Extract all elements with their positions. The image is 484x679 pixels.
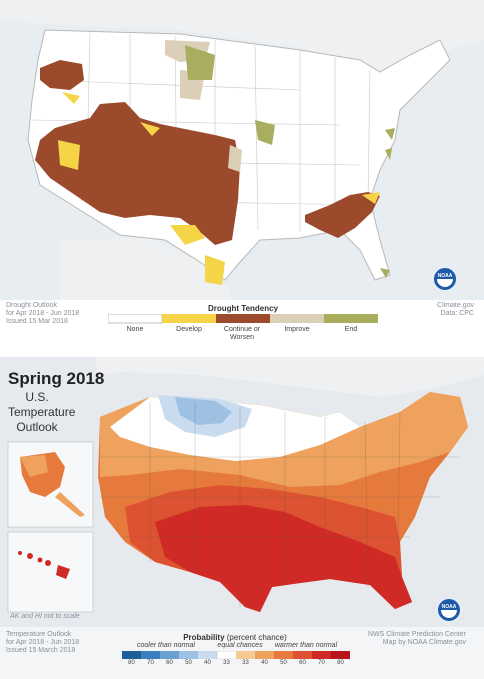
legend-swatch-end [324,314,378,323]
caption-line: for Apr 2018 - Jun 2018 [6,639,80,646]
drought-develop-texas [170,225,205,245]
probability-tick-label: 33 [242,660,249,666]
temperature-outlook-panel: Spring 2018 U.S. Temperature Outlook AK … [0,357,484,679]
probability-tick-label: 33 [223,660,230,666]
hawaii-islands [18,551,70,579]
spring-title: Spring 2018 [8,369,105,388]
drought-develop-california [58,140,80,170]
probability-swatch [198,651,218,659]
probability-swatch [331,651,350,659]
probability-swatch [179,651,199,659]
legend-equal-label: equal chances [217,642,263,649]
drought-end-mid-atlantic [385,128,395,140]
legend-label-improve: Improve [284,326,310,333]
drought-persist-oregon [40,60,84,90]
probability-legend-ticks: 80 70 60 50 40 33 33 40 50 60 70 80 [122,660,350,670]
probability-subtitle: (percent chance) [226,633,287,642]
probability-legend-bar [122,651,350,659]
legend-swatch-improve [270,314,324,323]
legend-cooler-label: cooler than normal [137,642,195,649]
subtitle-line: Temperature [8,405,76,419]
credit-line: Climate.gov [437,302,474,309]
legend-swatch-continue [216,314,270,323]
probability-swatch [141,651,161,659]
credit-line: Data: CPC [440,310,474,317]
caption-line: Issued 15 March 2018 [6,647,76,654]
legend-label-continue: Continue or Worsen [223,326,261,341]
probability-tick-label: 80 [337,660,344,666]
hawaii-inset [7,531,94,613]
drought-persist-southeast [305,192,380,238]
drought-develop-carolina [362,192,380,204]
caption-line: Temperature Outlook [6,631,72,638]
drought-develop-south-texas [205,255,225,285]
alaska-panhandle [55,492,85,517]
state-borders [100,402,460,607]
drought-end-florida [380,268,390,278]
drought-outlook-panel: NOAA Drought Outlook for Apr 2018 - Jun … [0,0,484,341]
drought-end-dakotas [185,45,215,80]
legend-swatch-none [108,314,163,324]
probability-tick-label: 70 [318,660,325,666]
drought-develop-nevada [62,92,80,104]
probability-tick-label: 50 [185,660,192,666]
temperature-caption: Temperature Outlook for Apr 2018 - Jun 2… [6,631,79,655]
probability-tick-label: 70 [147,660,154,666]
probability-tick-label: 50 [280,660,287,666]
probability-tick-label: 40 [204,660,211,666]
probability-swatch [122,651,142,659]
alaska-north [20,455,48,477]
caption-line: for Apr 2018 - Jun 2018 [6,310,80,317]
drought-legend-bar [108,314,378,324]
subtitle-line: Outlook [16,420,58,434]
probability-swatch [160,651,180,659]
drought-legend-title: Drought Tendency [207,304,279,313]
probability-tick-label: 60 [299,660,306,666]
probability-swatch [274,651,294,659]
credit-line: NWS Climate Prediction Center [367,631,466,638]
legend-warmer-label: warmer than normal [274,642,338,649]
probability-tick-label: 60 [166,660,173,666]
probability-swatch [312,651,332,659]
drought-map [0,0,484,300]
legend-swatch-develop [162,314,216,323]
inset-scale-note: AK and HI not to scale [10,613,80,620]
subtitle-line: U.S. [25,390,49,404]
temperature-credit: NWS Climate Prediction Center Map by NOA… [336,631,466,647]
mexico-landmass [60,238,230,300]
canada-landmass [0,0,484,70]
legend-label-end: End [344,326,358,333]
drought-develop-utah [140,122,160,136]
credit-line: Map by NOAA Climate.gov [382,639,466,646]
caption-line: Issued 15 Mar 2018 [6,318,68,325]
probability-tick-label: 40 [261,660,268,666]
drought-improve-kansas [228,145,242,172]
caption-line: Drought Outlook [6,302,57,309]
probability-tick-label: 80 [128,660,135,666]
drought-end-virginia [385,148,392,160]
noaa-logo: NOAA [436,597,462,623]
drought-caption: Drought Outlook for Apr 2018 - Jun 2018 … [6,302,79,326]
drought-persist-southwest [35,102,240,245]
probability-swatch [255,651,275,659]
legend-label-develop: Develop [176,326,202,333]
probability-swatch [236,651,256,659]
warm-region-very-high [155,505,412,612]
drought-credit: Climate.gov Data: CPC [374,302,474,318]
probability-swatch [216,651,237,659]
canada-landmass [96,357,484,397]
legend-label-none: None [126,326,144,333]
probability-title: Probability [183,633,225,642]
probability-legend-title: Probability (percent chance) [120,633,350,642]
noaa-logo: NOAA [432,266,458,292]
temperature-map [0,357,484,627]
cool-region-inner [175,397,232,425]
outlook-subtitle: U.S. Temperature Outlook [8,390,76,435]
probability-swatch [293,651,313,659]
drought-end-midwest [255,120,275,145]
